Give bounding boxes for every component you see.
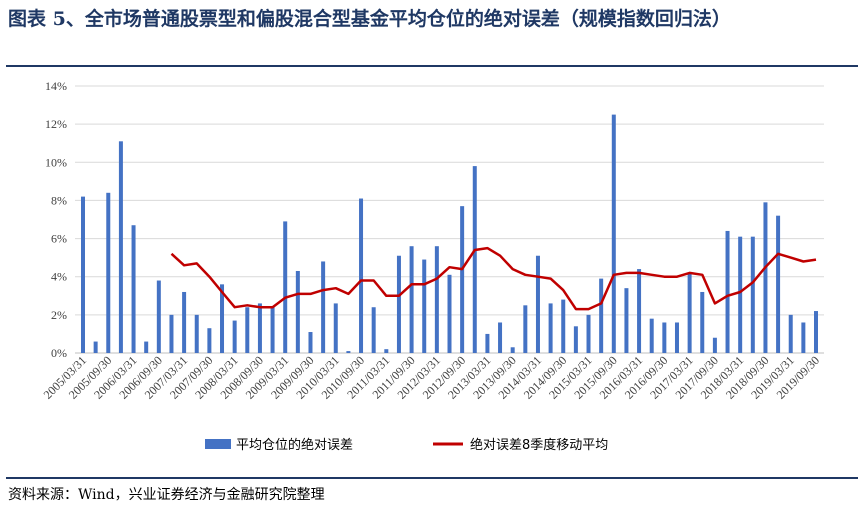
- bar: [649, 318, 654, 353]
- x-axis-ticks: 2005/03/312005/09/302006/03/312006/09/30…: [41, 353, 823, 402]
- bar: [750, 236, 755, 353]
- bar: [321, 261, 326, 353]
- bar: [371, 307, 376, 353]
- bar: [510, 347, 515, 353]
- bar: [687, 272, 692, 353]
- bar: [106, 192, 111, 353]
- bar: [359, 198, 364, 353]
- bar: [245, 307, 250, 353]
- bar: [662, 322, 667, 353]
- legend: 平均仓位的绝对误差 绝对误差8季度移动平均: [205, 437, 608, 453]
- bar: [624, 288, 629, 353]
- bar: [232, 320, 237, 353]
- bar: [725, 230, 730, 353]
- bar: [801, 322, 806, 353]
- bar: [498, 322, 503, 353]
- bar: [674, 322, 679, 353]
- bar: [523, 305, 528, 353]
- bar: [118, 141, 123, 353]
- bar: [460, 206, 465, 353]
- bar: [156, 280, 161, 353]
- bar: [384, 349, 389, 353]
- y-tick-label: 2%: [51, 308, 67, 322]
- bottom-divider: [6, 477, 858, 479]
- y-tick-label: 12%: [45, 117, 67, 131]
- bar: [738, 236, 743, 353]
- y-tick-label: 0%: [51, 346, 67, 360]
- y-tick-label: 6%: [51, 232, 67, 246]
- bar-series: [81, 114, 818, 353]
- legend-bar-swatch: [205, 439, 231, 449]
- bar: [422, 259, 427, 353]
- bar: [700, 291, 705, 353]
- bar: [169, 314, 174, 353]
- bar: [257, 303, 262, 353]
- y-tick-label: 10%: [45, 155, 67, 169]
- bar: [333, 303, 338, 353]
- bar: [447, 274, 452, 353]
- bar: [220, 284, 225, 353]
- bar: [270, 307, 275, 353]
- bar: [535, 255, 540, 353]
- bar: [81, 196, 85, 353]
- bar: [712, 337, 717, 353]
- bar: [561, 299, 566, 353]
- bar: [611, 114, 616, 353]
- bar: [194, 314, 199, 353]
- bar: [346, 351, 351, 353]
- y-tick-label: 4%: [51, 270, 67, 284]
- legend-bar-label: 平均仓位的绝对误差: [236, 437, 353, 453]
- bar: [548, 303, 553, 353]
- bar: [409, 246, 414, 353]
- bar: [182, 291, 187, 353]
- bar: [283, 221, 288, 353]
- bar: [472, 166, 477, 353]
- bar: [599, 278, 604, 353]
- bar: [788, 314, 793, 353]
- chart: 0% 2% 4% 6% 8% 10% 12% 14% 2005/03/312005/09/30…: [41, 79, 824, 453]
- legend-line-label: 绝对误差8季度移动平均: [470, 437, 608, 453]
- bar: [485, 333, 490, 353]
- bar: [586, 314, 591, 353]
- bar: [814, 311, 818, 353]
- bar: [776, 215, 781, 353]
- bar: [308, 332, 313, 353]
- bar: [93, 341, 98, 353]
- page-title: 图表 5、全市场普通股票型和偏股混合型基金平均仓位的绝对误差（规模指数回归法）: [8, 8, 731, 30]
- line-series: [170, 246, 817, 311]
- y-tick-label: 14%: [45, 79, 67, 93]
- bar: [295, 270, 300, 353]
- bar: [144, 341, 149, 353]
- y-axis-ticks: 0% 2% 4% 6% 8% 10% 12% 14%: [45, 79, 67, 360]
- bar: [637, 269, 642, 353]
- bar: [573, 326, 578, 353]
- top-divider: [6, 65, 858, 67]
- bar: [131, 225, 136, 353]
- moving-average-line: [170, 246, 817, 311]
- source-note: 资料来源：Wind，兴业证券经济与金融研究院整理: [8, 487, 325, 503]
- bar: [763, 202, 768, 353]
- y-tick-label: 8%: [51, 193, 67, 207]
- bar: [396, 255, 401, 353]
- bar: [434, 246, 439, 353]
- bar: [207, 328, 212, 353]
